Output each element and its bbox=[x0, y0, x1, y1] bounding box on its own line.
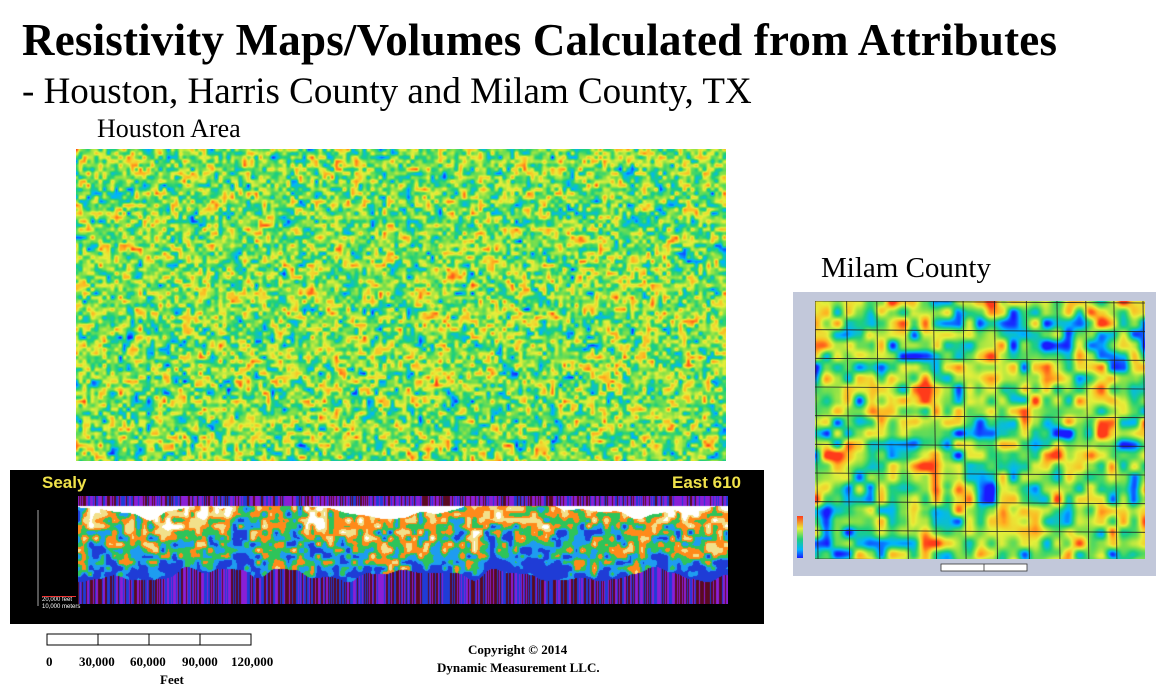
milam-grid-line bbox=[815, 357, 1145, 361]
milam-grid-line bbox=[815, 329, 1145, 333]
inset-scale-feet: 20,000 feet bbox=[42, 597, 73, 603]
milam-color-legend bbox=[797, 516, 803, 558]
milam-grid-line bbox=[815, 472, 1145, 476]
milam-grid-line bbox=[1025, 301, 1030, 559]
milam-grid-line bbox=[815, 443, 1145, 447]
milam-grid-line bbox=[994, 301, 998, 559]
milam-grid-line bbox=[846, 301, 851, 559]
milam-grid-line bbox=[933, 301, 937, 559]
copyright-line: Copyright © 2014 bbox=[468, 642, 568, 657]
slide-title: Resistivity Maps/Volumes Calculated from… bbox=[22, 15, 1058, 65]
milam-grid-line bbox=[876, 301, 881, 559]
milam-grid-line bbox=[962, 301, 967, 559]
distance-scale-bar bbox=[46, 633, 252, 646]
milam-scale-bar bbox=[940, 563, 1028, 572]
milam-grid-line bbox=[904, 301, 909, 559]
milam-grid-line bbox=[815, 415, 1145, 419]
cross-section-panel: 20,000 feet 10,000 meters bbox=[10, 470, 764, 624]
milam-grid-line bbox=[815, 386, 1145, 390]
milam-grid-line bbox=[815, 301, 819, 559]
cross-section-image bbox=[78, 496, 728, 604]
milam-grid-line bbox=[1142, 301, 1145, 508]
scale-tick-90000: 90,000 bbox=[182, 654, 218, 669]
cross-section-right-label: East 610 bbox=[672, 473, 741, 492]
houston-area-label: Houston Area bbox=[97, 114, 241, 143]
scale-unit: Feet bbox=[160, 672, 184, 687]
houston-resistivity-map bbox=[76, 149, 726, 461]
slide-subtitle: - Houston, Harris County and Milam Count… bbox=[22, 71, 752, 112]
milam-resistivity-map bbox=[815, 301, 1145, 559]
milam-grid-line bbox=[1085, 301, 1090, 559]
cross-section-left-label: Sealy bbox=[42, 473, 87, 492]
inset-scale-meters: 10,000 meters bbox=[42, 604, 81, 610]
copyright-owner: Dynamic Measurement LLC. bbox=[437, 660, 600, 675]
inset-scale-bar bbox=[42, 596, 76, 597]
scale-tick-30000: 30,000 bbox=[79, 654, 115, 669]
milam-grid-line bbox=[1113, 301, 1118, 559]
scale-tick-60000: 60,000 bbox=[130, 654, 166, 669]
scale-tick-0: 0 bbox=[46, 654, 53, 669]
scale-tick-120000: 120,000 bbox=[231, 654, 274, 669]
milam-grid-line bbox=[815, 529, 1145, 533]
milam-grid-overlay bbox=[815, 301, 1145, 559]
milam-grid-line bbox=[1056, 301, 1061, 559]
milam-county-label: Milam County bbox=[821, 252, 991, 284]
milam-grid-line bbox=[815, 301, 1145, 304]
milam-grid-line bbox=[815, 501, 1145, 505]
